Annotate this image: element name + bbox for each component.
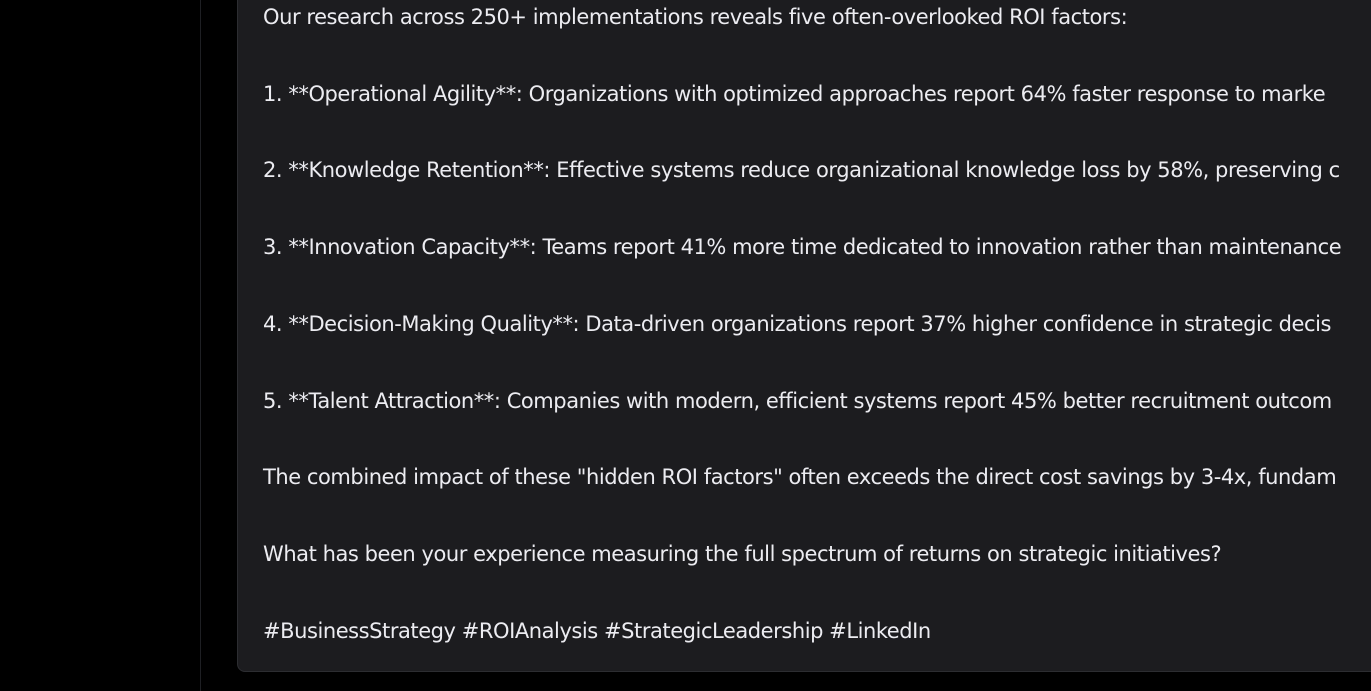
post-hashtags: #BusinessStrategy #ROIAnalysis #Strategi… (263, 619, 931, 643)
roi-factor-3: 3. **Innovation Capacity**: Teams report… (263, 235, 1342, 259)
roi-factor-4: 4. **Decision-Making Quality**: Data-dri… (263, 312, 1331, 336)
roi-factor-2: 2. **Knowledge Retention**: Effective sy… (263, 158, 1340, 182)
chat-main: Our research across 250+ implementations… (201, 0, 1371, 691)
sidebar (0, 0, 201, 691)
post-question: What has been your experience measuring … (263, 542, 1222, 566)
post-summary: The combined impact of these "hidden ROI… (263, 465, 1337, 489)
roi-factor-1: 1. **Operational Agility**: Organization… (263, 82, 1326, 106)
roi-factor-5: 5. **Talent Attraction**: Companies with… (263, 389, 1332, 413)
message-card: Our research across 250+ implementations… (237, 0, 1371, 672)
post-intro: Our research across 250+ implementations… (263, 5, 1128, 29)
